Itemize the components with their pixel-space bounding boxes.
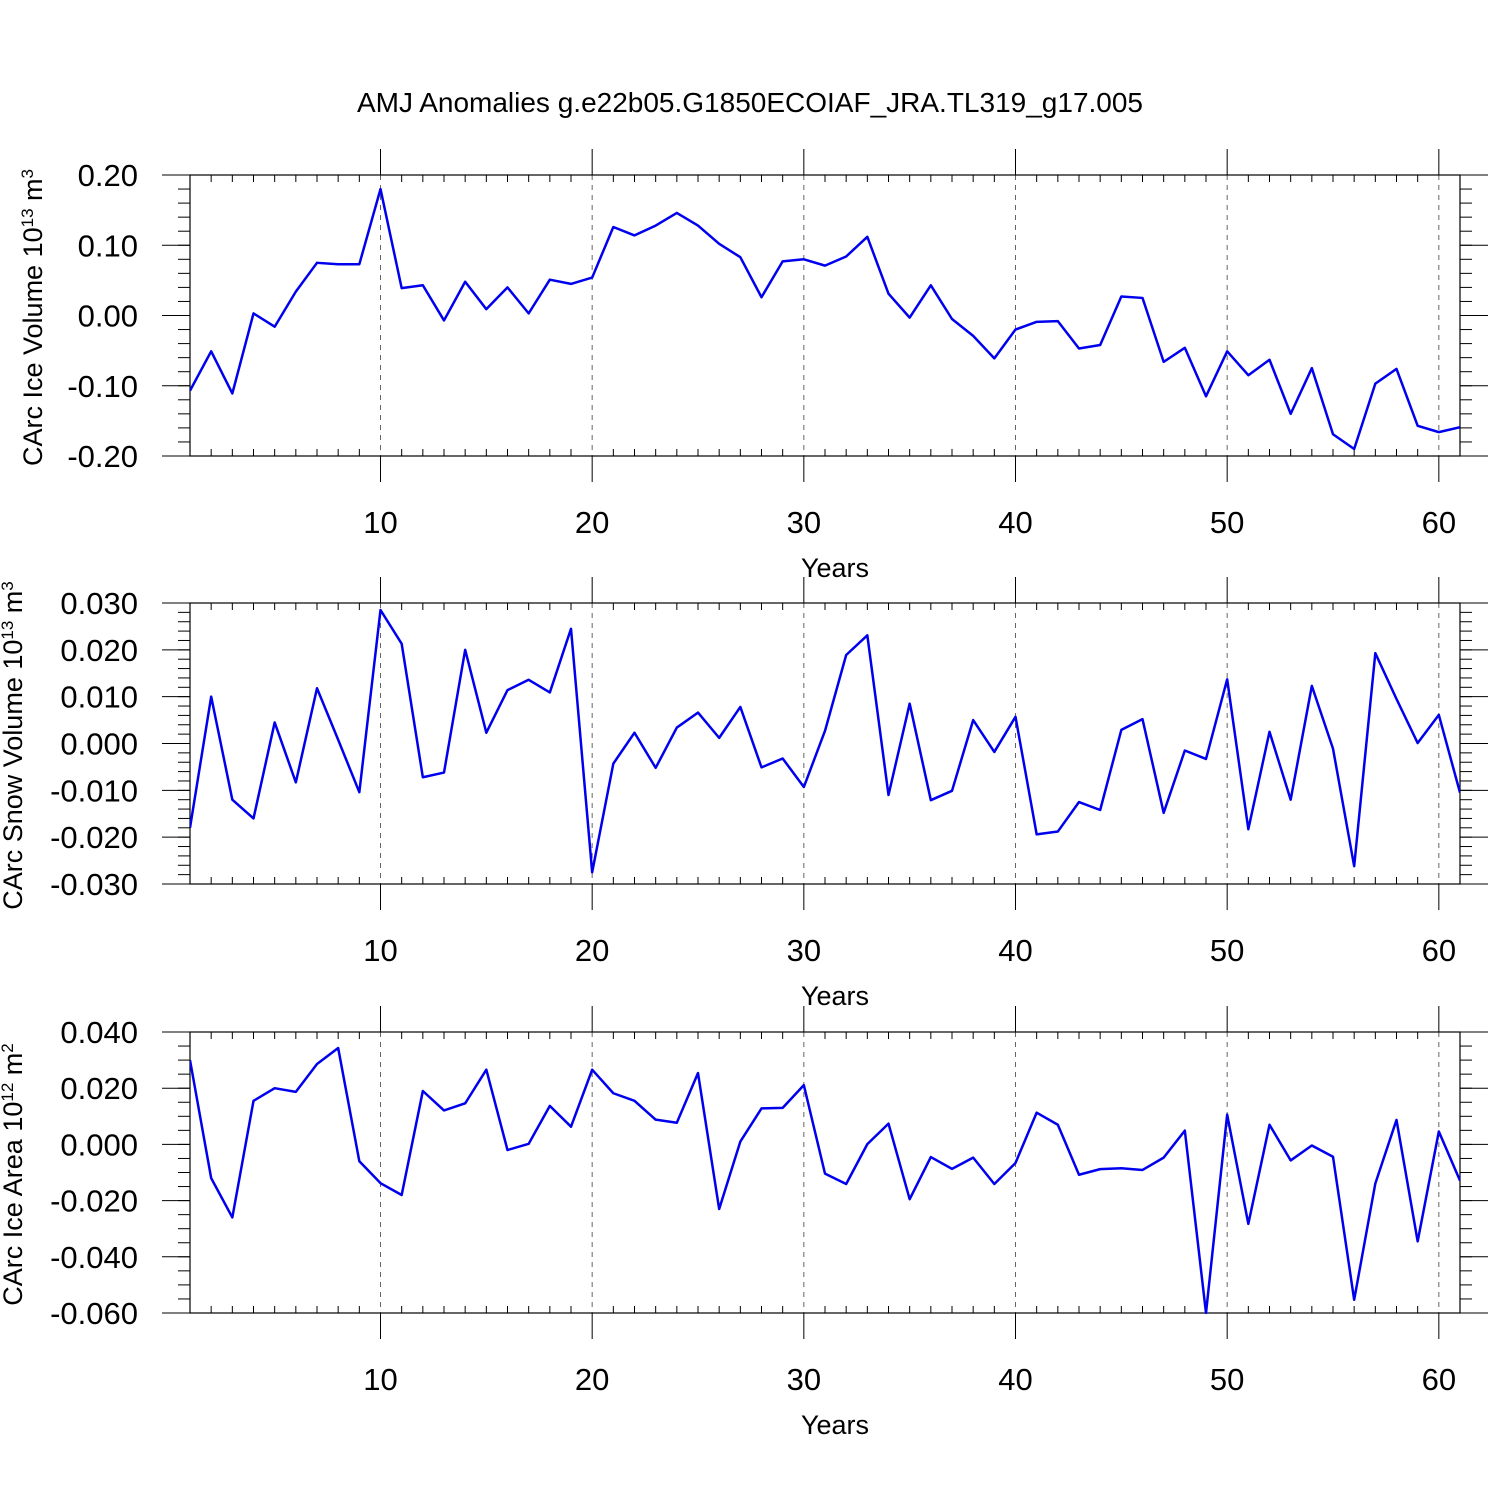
y-tick-label: -0.20: [67, 439, 138, 474]
plot-frame: [189, 174, 1461, 457]
panel-2: 10 20 30 40 50 60 -0.030 -0.020 -0.010 0.000 0.010…: [0, 577, 1488, 1011]
series-line: [190, 187, 1460, 451]
chart-title: AMJ Anomalies g.e22b05.G1850ECOIAF_JRA.T…: [357, 87, 1143, 118]
y-label-exponent: 12: [0, 1083, 17, 1102]
x-tick-label: 50: [1210, 505, 1244, 540]
y-label-unit: m: [0, 591, 28, 621]
y-label-unit-exponent: 3: [18, 169, 37, 178]
x-axis-label: Years: [801, 1410, 869, 1440]
series-line: [190, 608, 1460, 874]
x-tick-label: 30: [787, 1362, 821, 1397]
x-tick-label: 30: [787, 933, 821, 968]
x-tick-label: 10: [363, 1362, 397, 1397]
panel-1: 10 20 30 40 50 60 -0.20 -0.10 0.00 0.10 0.20 Years C…: [18, 149, 1488, 583]
x-tick-label: 20: [575, 1362, 609, 1397]
panel-3: 10 20 30 40 50 60 -0.060 -0.040 -0.020 0.000 0.020…: [0, 1006, 1488, 1440]
y-label-text: CArc Ice Volume 10: [18, 227, 48, 466]
y-label-unit: m: [18, 178, 48, 208]
y-tick-label: -0.020: [50, 820, 138, 855]
x-tick-label: 10: [363, 505, 397, 540]
y-label-unit: m: [0, 1053, 28, 1083]
y-tick-label: -0.020: [50, 1184, 138, 1219]
y-label-text: CArc Ice Area 10: [0, 1102, 28, 1306]
x-tick-label: 40: [998, 1362, 1032, 1397]
plot-frame: [189, 1031, 1461, 1314]
x-tick-label: 50: [1210, 1362, 1244, 1397]
x-tick-label: 40: [998, 505, 1032, 540]
y-tick-label: 0.020: [60, 1071, 138, 1106]
y-tick-label: -0.010: [50, 773, 138, 808]
y-axis-label: CArc Ice Area 1012 m2: [0, 1043, 28, 1306]
x-tick-label: 20: [575, 933, 609, 968]
y-tick-label: 0.10: [78, 228, 138, 263]
y-axis-label: CArc Snow Volume 1013 m3: [0, 581, 28, 910]
y-tick-label: 0.20: [78, 158, 138, 193]
y-tick-label: -0.10: [67, 369, 138, 404]
y-tick-label: -0.060: [50, 1296, 138, 1331]
y-label-unit-exponent: 2: [0, 1043, 17, 1052]
y-tick-label: -0.040: [50, 1240, 138, 1275]
x-tick-label: 30: [787, 505, 821, 540]
x-axis-label: Years: [801, 553, 869, 583]
plot-frame: [189, 602, 1461, 885]
x-tick-label: 10: [363, 933, 397, 968]
y-label-text: CArc Snow Volume 10: [0, 640, 28, 910]
x-axis-label: Years: [801, 981, 869, 1011]
y-tick-label: 0.00: [78, 299, 138, 334]
y-axis-label: CArc Ice Volume 1013 m3: [18, 169, 49, 466]
y-tick-label: 0.040: [60, 1015, 138, 1050]
x-tick-label: 60: [1422, 1362, 1456, 1397]
x-tick-label: 60: [1422, 505, 1456, 540]
y-tick-label: 0.010: [60, 680, 138, 715]
series-line: [190, 1046, 1460, 1314]
x-tick-label: 40: [998, 933, 1032, 968]
y-label-unit-exponent: 3: [0, 581, 17, 590]
y-tick-label: -0.030: [50, 867, 138, 902]
y-tick-label: 0.000: [60, 1127, 138, 1162]
x-tick-label: 60: [1422, 933, 1456, 968]
y-tick-label: 0.020: [60, 633, 138, 668]
y-label-exponent: 13: [18, 208, 37, 227]
y-label-exponent: 13: [0, 621, 17, 640]
y-tick-label: 0.030: [60, 586, 138, 621]
y-tick-label: 0.000: [60, 727, 138, 762]
x-tick-label: 50: [1210, 933, 1244, 968]
panels: 10 20 30 40 50 60 -0.20 -0.10 0.00 0.10 0.20 Years C…: [0, 149, 1488, 1440]
x-tick-label: 20: [575, 505, 609, 540]
